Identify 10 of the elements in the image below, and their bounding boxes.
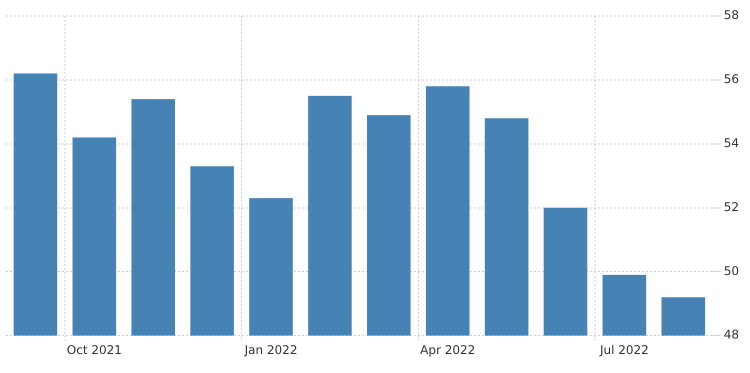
x-tick-label: Jul 2022: [598, 342, 649, 357]
y-tick-label: 58: [724, 8, 740, 22]
x-tick-label: Oct 2021: [66, 342, 122, 357]
y-tick-label: 48: [724, 328, 740, 342]
y-tick-label: 52: [724, 200, 740, 214]
y-tick-label: 50: [724, 264, 740, 278]
x-tick-label: Apr 2022: [420, 342, 476, 357]
y-tick-label: 56: [724, 72, 740, 86]
x-tick-label: Jan 2022: [244, 342, 298, 357]
y-tick-label: 54: [724, 136, 740, 150]
